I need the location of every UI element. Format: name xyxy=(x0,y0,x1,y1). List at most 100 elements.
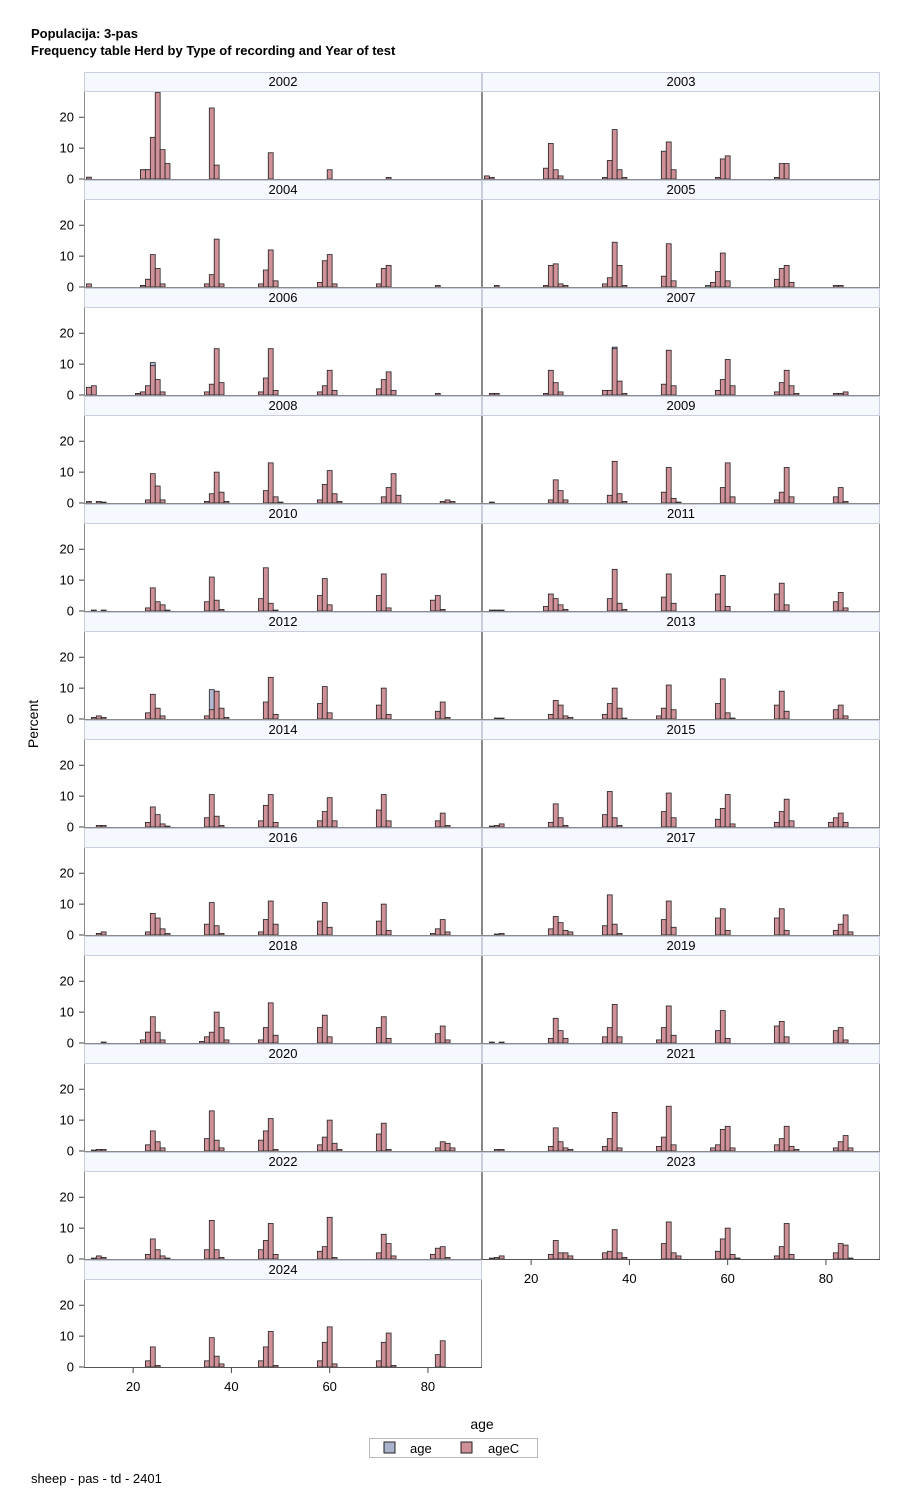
bar-ageC-2014-13 xyxy=(95,825,102,828)
bar-ageC-2020-26 xyxy=(159,1147,166,1152)
bar-ageC-2013-82 xyxy=(832,709,839,720)
panel-header-border xyxy=(84,720,482,740)
panel-header xyxy=(482,396,880,415)
panel-header xyxy=(482,72,880,91)
bar-ageC-2015-12 xyxy=(488,825,495,828)
bar-ageC-2003-58 xyxy=(714,177,721,180)
panel-border xyxy=(482,1171,880,1260)
panel-header xyxy=(482,936,880,955)
bar-ageC-2022-61 xyxy=(331,1257,338,1260)
y-tick-label: 10 xyxy=(60,897,74,912)
bar-ageC-2013-36 xyxy=(606,703,613,720)
bar-ageC-2010-70 xyxy=(375,595,382,612)
bar-ageC-2011-82 xyxy=(832,601,839,612)
panel-border xyxy=(482,91,880,180)
bar-ageC-2018-47 xyxy=(262,1027,269,1044)
y-tick-label: 20 xyxy=(60,1082,74,1097)
bar-ageC-2007-84 xyxy=(842,391,849,396)
panel-header-border xyxy=(482,1152,880,1172)
panel-border xyxy=(482,199,880,288)
x-tick-label: 60 xyxy=(322,1379,336,1394)
bar-ageC-2014-83 xyxy=(439,812,446,828)
bar-ageC-2005-83 xyxy=(837,285,844,288)
bar-ageC-2007-59 xyxy=(719,379,726,396)
bar-ageC-2013-27 xyxy=(562,715,569,720)
bar-ageC-2014-47 xyxy=(262,804,269,828)
panel-header-border xyxy=(84,72,482,92)
bar-ageC-2003-49 xyxy=(670,169,677,180)
bar-ageC-2006-72 xyxy=(385,371,392,396)
bar-ageC-2008-47 xyxy=(262,490,269,504)
bar-ageC-2009-72 xyxy=(783,467,790,504)
bar-ageC-2016-58 xyxy=(316,920,323,936)
bar-ageC-2007-47 xyxy=(660,383,667,396)
bar-ageC-2004-11 xyxy=(86,283,92,288)
panel-border xyxy=(482,415,880,504)
bar-ageC-2018-39 xyxy=(223,1039,230,1044)
bar-ageC-2012-60 xyxy=(326,712,333,720)
bar-ageC-2024-35 xyxy=(203,1360,210,1368)
bar-ageC-2013-61 xyxy=(729,717,736,720)
bar-ageC-2020-61 xyxy=(331,1142,338,1152)
bar-ageC-2021-57 xyxy=(710,1147,716,1152)
bar-ageC-2013-24 xyxy=(547,713,554,720)
bar-ageC-2014-82 xyxy=(434,820,441,828)
panel-header xyxy=(84,288,482,307)
bar-ageC-2014-36 xyxy=(208,794,215,828)
bar-ageC-2016-59 xyxy=(321,902,328,936)
bar-ageC-2005-59 xyxy=(719,252,726,288)
bar-ageC-2002-60 xyxy=(326,169,333,180)
bar-ageC-2008-73 xyxy=(390,473,397,504)
bar-ageC-2019-60 xyxy=(724,1037,731,1044)
bar-ageC-2020-25 xyxy=(154,1141,161,1152)
panel-header xyxy=(84,828,482,847)
y-tick-label: 10 xyxy=(60,789,74,804)
bar-ageC-2005-25 xyxy=(552,263,559,288)
panel-header-border xyxy=(482,396,880,416)
panel-2024: 2024 0 10 20 xyxy=(60,1260,482,1375)
panel-border xyxy=(84,739,482,828)
panel-header-label: 2014 xyxy=(269,722,298,737)
bar-ageC-2010-14 xyxy=(100,609,107,612)
bar-ageC-2012-39 xyxy=(223,717,230,720)
bar-ageC-2017-35 xyxy=(601,925,608,936)
bar-ageC-2014-84 xyxy=(444,825,451,828)
bar-ageC-2009-26 xyxy=(557,490,564,504)
bar-ageC-2020-12 xyxy=(90,1149,97,1152)
bar-ageC-2018-82 xyxy=(434,1033,441,1044)
bar-ageC-2015-82 xyxy=(832,817,839,828)
panel-border xyxy=(482,847,880,936)
bar-ageC-2020-38 xyxy=(218,1147,225,1152)
bar-ageC-2017-27 xyxy=(562,929,569,936)
bar-ageC-2011-25 xyxy=(552,598,559,612)
y-tick-label: 10 xyxy=(60,1005,74,1020)
bar-ageC-2011-84 xyxy=(842,607,849,612)
bar-ageC-2018-24 xyxy=(149,1016,156,1044)
panel-header xyxy=(84,1044,482,1063)
bar-ageC-2019-27 xyxy=(562,1037,569,1044)
bar-ageC-2010-49 xyxy=(272,609,279,612)
bar-ageC-2007-25 xyxy=(552,382,559,396)
bar-ageC-2024-83 xyxy=(439,1340,446,1368)
bar-ageC-2015-36 xyxy=(606,791,613,828)
bar-ageC-2004-23 xyxy=(145,278,151,288)
bar-ageC-2010-46 xyxy=(258,598,264,612)
bar-ageC-2008-24 xyxy=(149,473,156,504)
bar-ageC-2012-48 xyxy=(267,676,274,720)
y-tick-label: 20 xyxy=(60,326,74,341)
bar-ageC-2008-74 xyxy=(395,494,402,504)
bar-ageC-2019-84 xyxy=(842,1039,849,1044)
bar-ageC-2010-36 xyxy=(208,576,215,612)
bar-ageC-2007-35 xyxy=(601,389,608,396)
bar-ageC-2015-27 xyxy=(562,825,569,828)
bar-ageC-2016-72 xyxy=(385,929,392,936)
panel-2021: 2021 xyxy=(482,1044,880,1152)
panel-header-label: 2009 xyxy=(667,398,696,413)
bar-ageC-2016-36 xyxy=(208,902,215,936)
bar-ageC-2023-61 xyxy=(729,1253,736,1260)
bar-ageC-2009-73 xyxy=(788,496,795,504)
panel-header-label: 2003 xyxy=(667,74,696,89)
bar-ageC-2008-37 xyxy=(213,471,220,504)
bar-ageC-2016-46 xyxy=(258,931,264,936)
bar-ageC-2006-38 xyxy=(218,382,225,396)
